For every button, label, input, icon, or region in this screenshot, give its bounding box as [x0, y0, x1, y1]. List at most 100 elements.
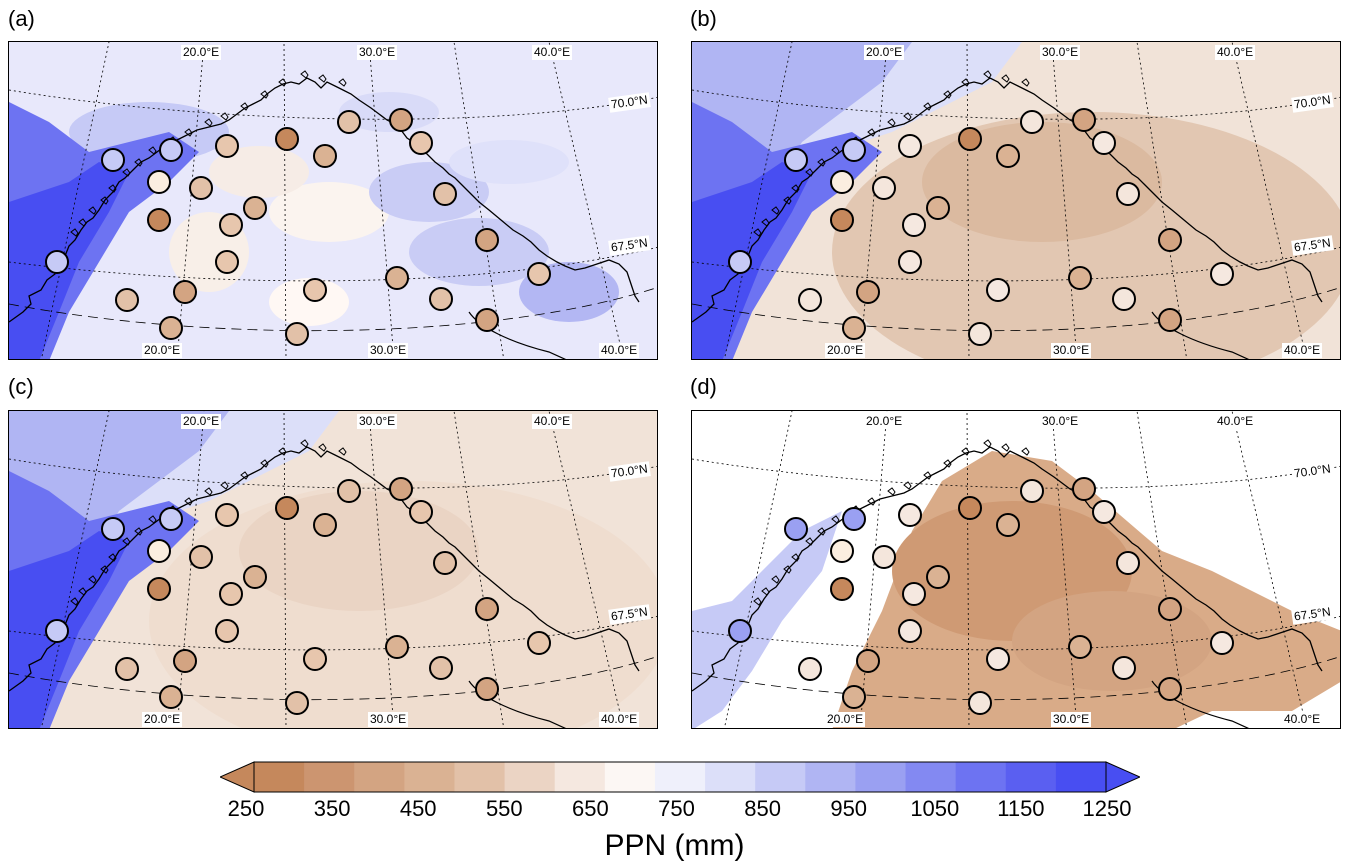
panel-label-b: (b)	[690, 6, 717, 31]
station-marker	[475, 308, 499, 332]
coastline-white-sea	[468, 311, 567, 359]
station-marker	[115, 288, 139, 312]
station-marker	[958, 127, 982, 151]
lon-label-top: 20.0°E	[864, 45, 905, 60]
station-marker	[830, 170, 854, 194]
station-marker	[337, 110, 361, 134]
panel-label-c: (c)	[8, 374, 34, 399]
station-marker	[173, 649, 197, 673]
lon-label-bottom: 40.0°E	[599, 343, 640, 358]
colorbar-swatch	[755, 762, 806, 792]
field-blue-region	[9, 162, 129, 359]
station-marker	[159, 316, 183, 340]
field-blob	[1012, 591, 1212, 691]
station-marker	[337, 479, 361, 503]
lon-label-top: 20.0°E	[864, 414, 905, 429]
station-marker	[101, 148, 125, 172]
lon-label-top: 40.0°E	[532, 414, 573, 429]
station-marker	[409, 131, 433, 155]
station-marker	[303, 278, 327, 302]
station-marker	[1158, 677, 1182, 701]
colorbar-swatch	[604, 762, 656, 792]
station-marker	[968, 691, 992, 715]
colorbar-tick-label: 250	[227, 796, 265, 821]
station-marker	[872, 545, 896, 569]
station-marker	[189, 176, 213, 200]
field-blob	[239, 491, 479, 611]
map-svg	[9, 411, 657, 728]
station-marker	[159, 138, 183, 162]
colorbar-tick-label: 550	[485, 796, 523, 821]
station-marker	[1092, 500, 1116, 524]
field-blue-region	[9, 531, 129, 728]
station-marker	[475, 228, 499, 252]
station-marker	[159, 507, 183, 531]
map-panel-c: 20.0°E 30.0°E 40.0°E 20.0°E 30.0°E 40.0°E 70.0…	[8, 410, 658, 729]
islands	[753, 439, 1030, 606]
lon-label-top: 30.0°E	[357, 414, 398, 429]
station-marker	[958, 496, 982, 520]
arctic-circle-line	[9, 656, 657, 701]
station-marker	[173, 280, 197, 304]
station-marker	[830, 577, 854, 601]
station-marker	[798, 657, 822, 681]
map-svg	[692, 411, 1340, 728]
station-marker	[842, 685, 866, 709]
coastline	[9, 77, 640, 323]
station-marker	[215, 503, 239, 527]
panel-label-a: (a)	[8, 6, 35, 31]
coastline	[692, 77, 1323, 323]
station-marker	[902, 213, 926, 237]
station-marker	[159, 685, 183, 709]
station-marker	[409, 500, 433, 524]
field-blob	[922, 122, 1162, 242]
station-marker	[830, 208, 854, 232]
arctic-circle-line	[692, 287, 1340, 332]
field-blob	[209, 146, 309, 198]
station-marker	[285, 691, 309, 715]
colorbar-tick-label: 850	[744, 796, 781, 821]
station-marker	[527, 262, 551, 286]
map-panel-d: 20.0°E 30.0°E 40.0°E 20.0°E 30.0°E 40.0°E 70.0…	[691, 410, 1341, 729]
lon-label-bottom: 40.0°E	[1282, 343, 1323, 358]
colorbar-tick-label: 450	[399, 796, 437, 821]
colorbar-swatch	[304, 762, 355, 792]
colorbar-swatch	[554, 762, 606, 792]
colorbar-tick-label: 350	[313, 796, 351, 821]
lon-label-bottom: 40.0°E	[599, 712, 640, 727]
panel-label-d: (d)	[690, 374, 717, 399]
station-marker	[243, 565, 267, 589]
field-blob	[269, 182, 389, 242]
colorbar-title: PPN (mm)	[604, 829, 745, 862]
arctic-circle-line	[9, 287, 657, 332]
coastline-white-sea	[1151, 311, 1250, 359]
station-marker	[475, 677, 499, 701]
station-marker	[996, 144, 1020, 168]
station-marker	[429, 656, 453, 680]
lon-label-top: 30.0°E	[1040, 414, 1081, 429]
station-marker	[1210, 631, 1234, 655]
field-blob	[269, 278, 349, 326]
lon-label-top: 40.0°E	[1215, 45, 1256, 60]
lon-label-top: 40.0°E	[532, 45, 573, 60]
colorbar-tick-label: 750	[658, 796, 695, 821]
station-marker	[433, 182, 457, 206]
station-marker	[433, 551, 457, 575]
colorbar-swatch	[404, 762, 455, 792]
lon-label-top: 40.0°E	[1215, 414, 1256, 429]
islands	[70, 439, 347, 606]
station-marker	[1068, 635, 1092, 659]
colorbar-tick-label: 1250	[1082, 796, 1132, 821]
colorbar-min-arrow	[220, 761, 255, 793]
field-blob	[449, 140, 569, 184]
station-marker	[215, 250, 239, 274]
station-marker	[842, 316, 866, 340]
field-blob	[339, 92, 439, 132]
colorbar-swatch	[905, 762, 957, 792]
station-marker	[1112, 656, 1136, 680]
coastline	[9, 446, 640, 692]
station-marker	[475, 597, 499, 621]
colorbar	[220, 761, 1140, 793]
station-marker	[968, 322, 992, 346]
colorbar-swatch	[705, 762, 756, 792]
